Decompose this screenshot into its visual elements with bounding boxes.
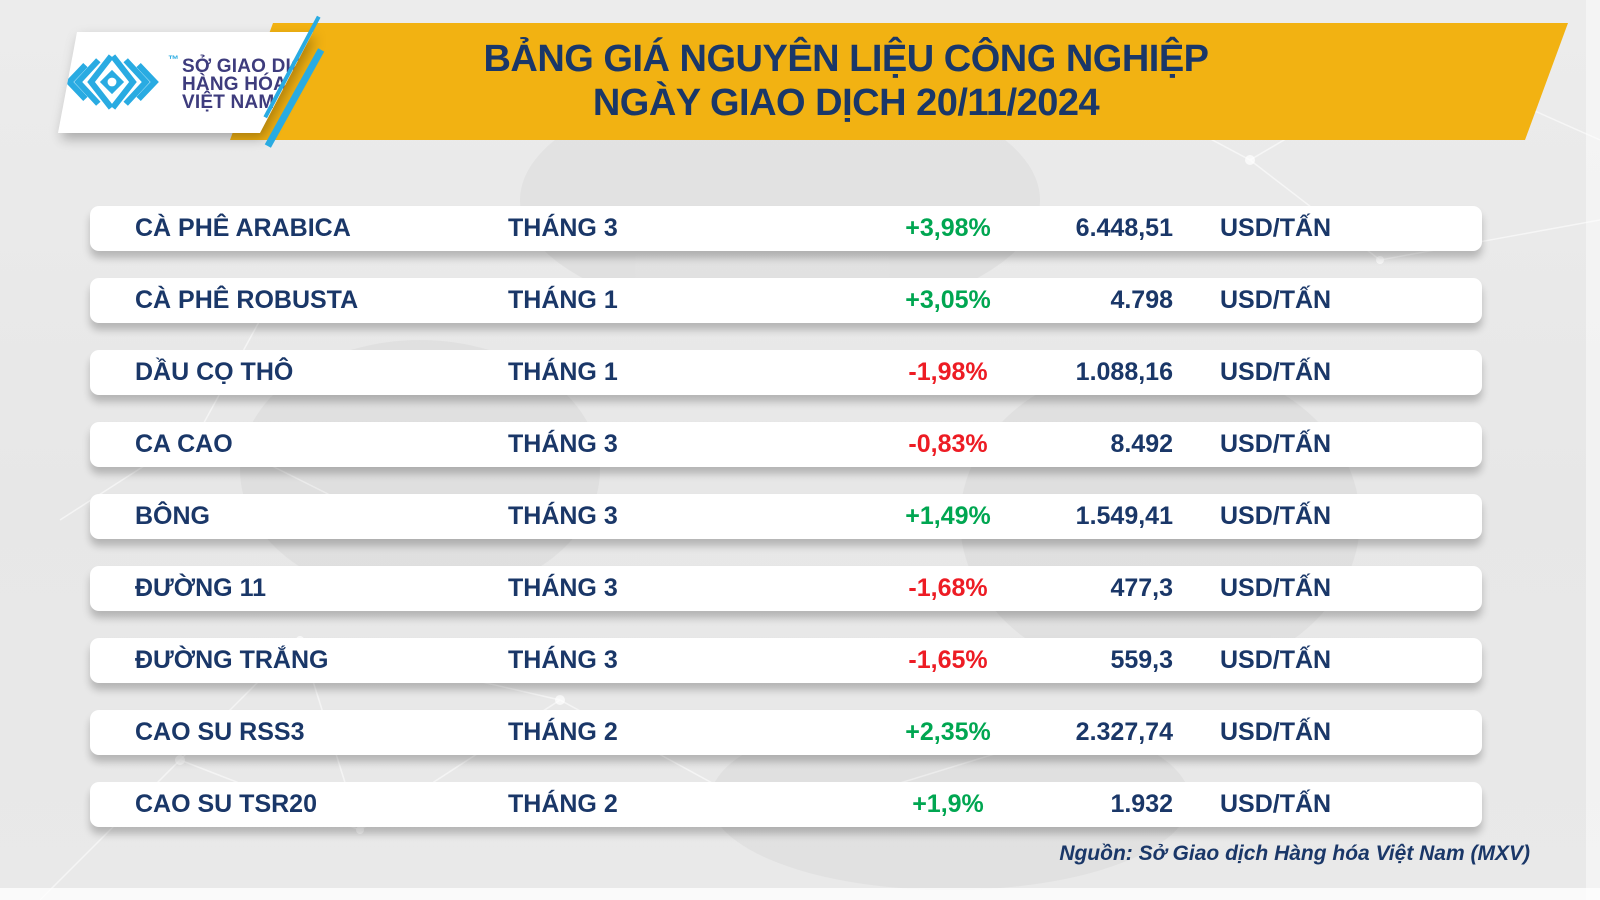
price-unit: USD/TẤN xyxy=(1220,358,1332,386)
commodity-name: CAO SU TSR20 xyxy=(135,790,317,818)
table-row: CAO SU TSR20 THÁNG 2 +1,9% 1.932 USD/TẤN xyxy=(90,782,1482,827)
contract-month: THÁNG 3 xyxy=(508,430,618,458)
table-row: DẦU CỌ THÔ THÁNG 1 -1,98% 1.088,16 USD/T… xyxy=(90,350,1482,395)
percent-change: -1,68% xyxy=(908,574,988,602)
price-unit: USD/TẤN xyxy=(1220,790,1332,818)
logo-org-name: SỞ GIAO DỊCH HÀNG HÓA VIỆT NAM xyxy=(182,56,319,113)
page-title-line2: NGÀY GIAO DỊCH 20/11/2024 xyxy=(592,81,1100,124)
commodity-name: CA CAO xyxy=(135,430,233,458)
contract-month: THÁNG 3 xyxy=(508,502,618,530)
price-value: 6.448,51 xyxy=(1075,214,1173,242)
percent-change: -1,65% xyxy=(908,646,988,674)
percent-change: -0,83% xyxy=(908,430,988,458)
contract-month: THÁNG 2 xyxy=(508,718,618,746)
price-value: 559,3 xyxy=(1110,646,1173,674)
contract-month: THÁNG 1 xyxy=(508,358,618,386)
price-value: 8.492 xyxy=(1110,430,1173,458)
page-title: BẢNG GIÁ NGUYÊN LIỆU CÔNG NGHIỆP NGÀY GI… xyxy=(483,37,1209,125)
price-unit: USD/TẤN xyxy=(1220,214,1332,242)
contract-month: THÁNG 3 xyxy=(508,214,618,242)
logo-org-line2: HÀNG HÓA xyxy=(182,74,288,95)
page-title-line1: BẢNG GIÁ NGUYÊN LIỆU CÔNG NGHIỆP xyxy=(483,37,1209,80)
price-unit: USD/TẤN xyxy=(1220,646,1332,674)
price-unit: USD/TẤN xyxy=(1220,430,1332,458)
table-row: BÔNG THÁNG 3 +1,49% 1.549,41 USD/TẤN xyxy=(90,494,1482,539)
background-right-strip xyxy=(1586,0,1600,900)
percent-change: +3,05% xyxy=(905,286,991,314)
logo-org-line1: SỞ GIAO DỊCH xyxy=(182,56,319,77)
logo-org-line3: VIỆT NAM xyxy=(182,92,275,113)
percent-change: +1,9% xyxy=(912,790,984,818)
price-unit: USD/TẤN xyxy=(1220,502,1332,530)
source-attribution: Nguồn: Sở Giao dịch Hàng hóa Việt Nam (M… xyxy=(1059,842,1530,865)
commodity-name: DẦU CỌ THÔ xyxy=(135,358,294,386)
price-unit: USD/TẤN xyxy=(1220,718,1332,746)
commodity-name: CÀ PHÊ ARABICA xyxy=(135,214,351,242)
table-row: ĐƯỜNG 11 THÁNG 3 -1,68% 477,3 USD/TẤN xyxy=(90,566,1482,611)
price-value: 1.088,16 xyxy=(1075,358,1173,386)
header-banner: BẢNG GIÁ NGUYÊN LIỆU CÔNG NGHIỆP NGÀY GI… xyxy=(230,23,1568,140)
trademark-symbol: ™ xyxy=(168,54,179,66)
contract-month: THÁNG 3 xyxy=(508,646,618,674)
price-value: 1.549,41 xyxy=(1075,502,1173,530)
commodity-name: CÀ PHÊ ROBUSTA xyxy=(135,286,359,314)
percent-change: +3,98% xyxy=(905,214,991,242)
price-value: 1.932 xyxy=(1110,790,1173,818)
table-row: CAO SU RSS3 THÁNG 2 +2,35% 2.327,74 USD/… xyxy=(90,710,1482,755)
price-value: 2.327,74 xyxy=(1075,718,1173,746)
commodity-name: CAO SU RSS3 xyxy=(135,718,305,746)
contract-month: THÁNG 2 xyxy=(508,790,618,818)
table-row: ĐƯỜNG TRẮNG THÁNG 3 -1,65% 559,3 USD/TẤN xyxy=(90,638,1482,683)
table-row: CÀ PHÊ ROBUSTA THÁNG 1 +3,05% 4.798 USD/… xyxy=(90,278,1482,323)
mxv-chevron-logo-icon xyxy=(65,54,159,110)
background-bottom-strip xyxy=(0,888,1600,900)
contract-month: THÁNG 3 xyxy=(508,574,618,602)
price-value: 477,3 xyxy=(1110,574,1173,602)
commodity-name: ĐƯỜNG TRẮNG xyxy=(135,646,329,674)
percent-change: +1,49% xyxy=(905,502,991,530)
price-table: CÀ PHÊ ARABICA THÁNG 3 +3,98% 6.448,51 U… xyxy=(90,206,1482,854)
commodity-name: BÔNG xyxy=(135,502,210,530)
contract-month: THÁNG 1 xyxy=(508,286,618,314)
price-value: 4.798 xyxy=(1110,286,1173,314)
commodity-name: ĐƯỜNG 11 xyxy=(135,574,266,602)
price-unit: USD/TẤN xyxy=(1220,574,1332,602)
logo-plate: ™ SỞ GIAO DỊCH HÀNG HÓA VIỆT NAM xyxy=(58,32,319,133)
table-row: CA CAO THÁNG 3 -0,83% 8.492 USD/TẤN xyxy=(90,422,1482,467)
percent-change: +2,35% xyxy=(905,718,991,746)
percent-change: -1,98% xyxy=(908,358,988,386)
price-unit: USD/TẤN xyxy=(1220,286,1332,314)
table-row: CÀ PHÊ ARABICA THÁNG 3 +3,98% 6.448,51 U… xyxy=(90,206,1482,251)
